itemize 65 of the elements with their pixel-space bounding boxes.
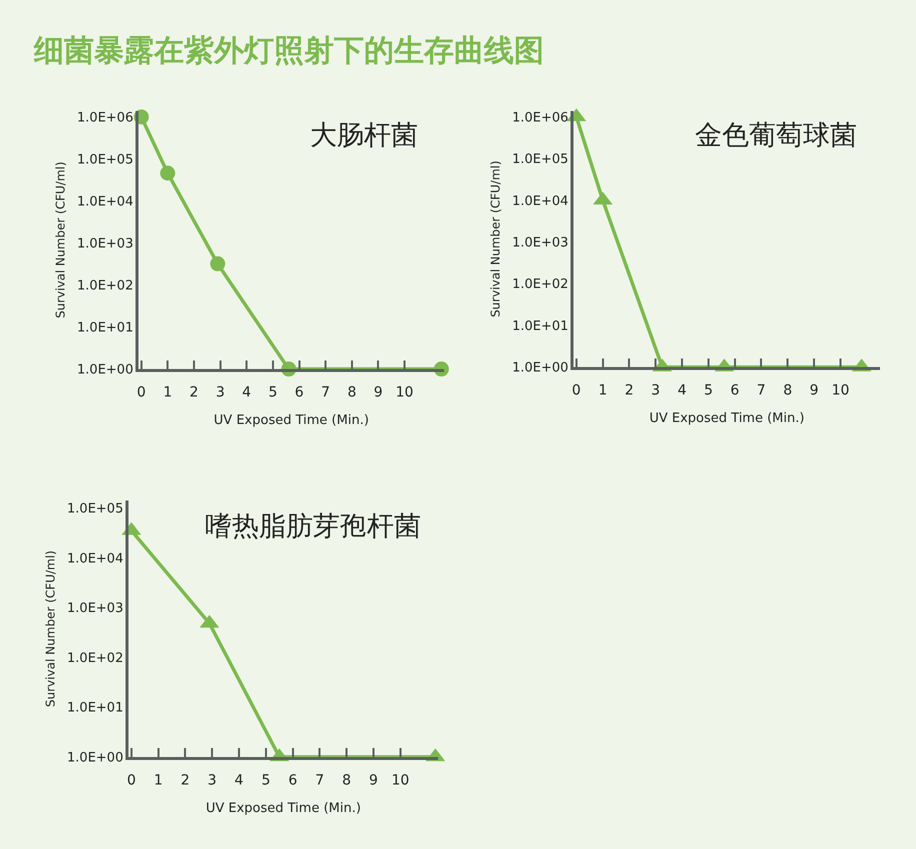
y-tick-label: 1.0E+03 [512, 236, 568, 251]
y-axis-title: Survival Number (CFU/ml) [53, 162, 68, 318]
x-tick-label: 1 [154, 772, 163, 788]
x-tick-label: 2 [190, 384, 198, 401]
x-tick-label: 0 [572, 382, 581, 399]
point [160, 166, 176, 181]
x-tick-label: 10 [396, 384, 414, 401]
x-tick-label: 9 [810, 382, 819, 399]
x-tick-label: 1 [163, 384, 172, 401]
y-tick-label: 1.0E+01 [77, 320, 134, 336]
x-tick-label: 4 [678, 382, 687, 399]
y-tick-label: 1.0E+05 [77, 152, 134, 168]
y-tick-label: 1.0E+06 [77, 110, 134, 126]
x-axis-title: UV Exposed Time (Min.) [649, 411, 804, 426]
x-tick-label: 0 [126, 772, 136, 788]
x-tick-label: 6 [288, 772, 298, 788]
x-tick-label: 10 [832, 382, 850, 399]
y-tick-label: 1.0E+02 [77, 278, 134, 294]
x-tick-label: 6 [730, 382, 740, 399]
point [210, 256, 226, 272]
x-tick-label: 3 [208, 772, 217, 788]
y-tick-label: 1.0E+02 [512, 277, 568, 292]
y-tick-label: 1.0E+00 [67, 750, 124, 766]
y-axis-title: Survival Number (CFU/ml) [43, 550, 58, 708]
x-tick-label: 5 [261, 772, 270, 788]
y-tick-label: 1.0E+04 [67, 551, 124, 566]
y-tick-label: 1.0E+00 [77, 362, 134, 378]
y-tick-label: 1.0E+04 [77, 194, 134, 210]
y-axis-title: Survival Number (CFU/ml) [488, 160, 502, 318]
x-tick-label: 8 [347, 384, 356, 401]
x-tick-label: 8 [342, 772, 352, 788]
x-tick-label: 8 [783, 382, 792, 399]
x-tick-label: 3 [651, 382, 660, 399]
y-tick-label: 1.0E+00 [512, 360, 568, 376]
x-tick-label: 10 [391, 772, 410, 788]
x-tick-label: 7 [315, 772, 324, 788]
y-tick-label: 1.0E+04 [512, 194, 568, 209]
x-tick-label: 7 [756, 382, 766, 399]
chart-title: 嗜热脂肪芽孢杆菌 [205, 511, 421, 542]
x-tick-label: 4 [242, 384, 252, 401]
x-tick-label: 3 [216, 384, 225, 401]
x-tick-label: 5 [704, 382, 713, 399]
x-tick-label: 0 [136, 384, 146, 401]
y-tick-label: 1.0E+06 [512, 110, 568, 126]
x-tick-label: 7 [321, 384, 330, 401]
y-tick-label: 1.0E+01 [512, 318, 568, 334]
x-tick-label: 4 [234, 772, 244, 788]
text: 细菌暴露在紫外灯照射下的生存曲线图 [33, 34, 544, 68]
x-tick-label: 9 [369, 772, 378, 788]
x-tick-label: 2 [624, 382, 634, 399]
x-axis-title: UV Exposed Time (Min.) [214, 413, 369, 428]
y-tick-label: 1.0E+03 [77, 236, 134, 252]
x-tick-label: 9 [374, 384, 383, 401]
x-tick-label: 2 [180, 772, 190, 788]
x-axis-title: UV Exposed Time (Min.) [206, 801, 361, 816]
y-tick-label: 1.0E+05 [512, 152, 568, 168]
y-tick-label: 1.0E+01 [67, 700, 124, 716]
y-tick-label: 1.0E+05 [67, 501, 124, 516]
chart-title: 大肠杆菌 [310, 120, 418, 151]
x-tick-label: 1 [598, 382, 608, 399]
y-tick-label: 1.0E+03 [67, 601, 124, 616]
y-tick-label: 1.0E+02 [67, 650, 124, 666]
x-tick-label: 6 [294, 384, 304, 401]
chart-title: 金色葡萄球菌 [695, 120, 857, 151]
x-tick-label: 5 [268, 384, 278, 401]
